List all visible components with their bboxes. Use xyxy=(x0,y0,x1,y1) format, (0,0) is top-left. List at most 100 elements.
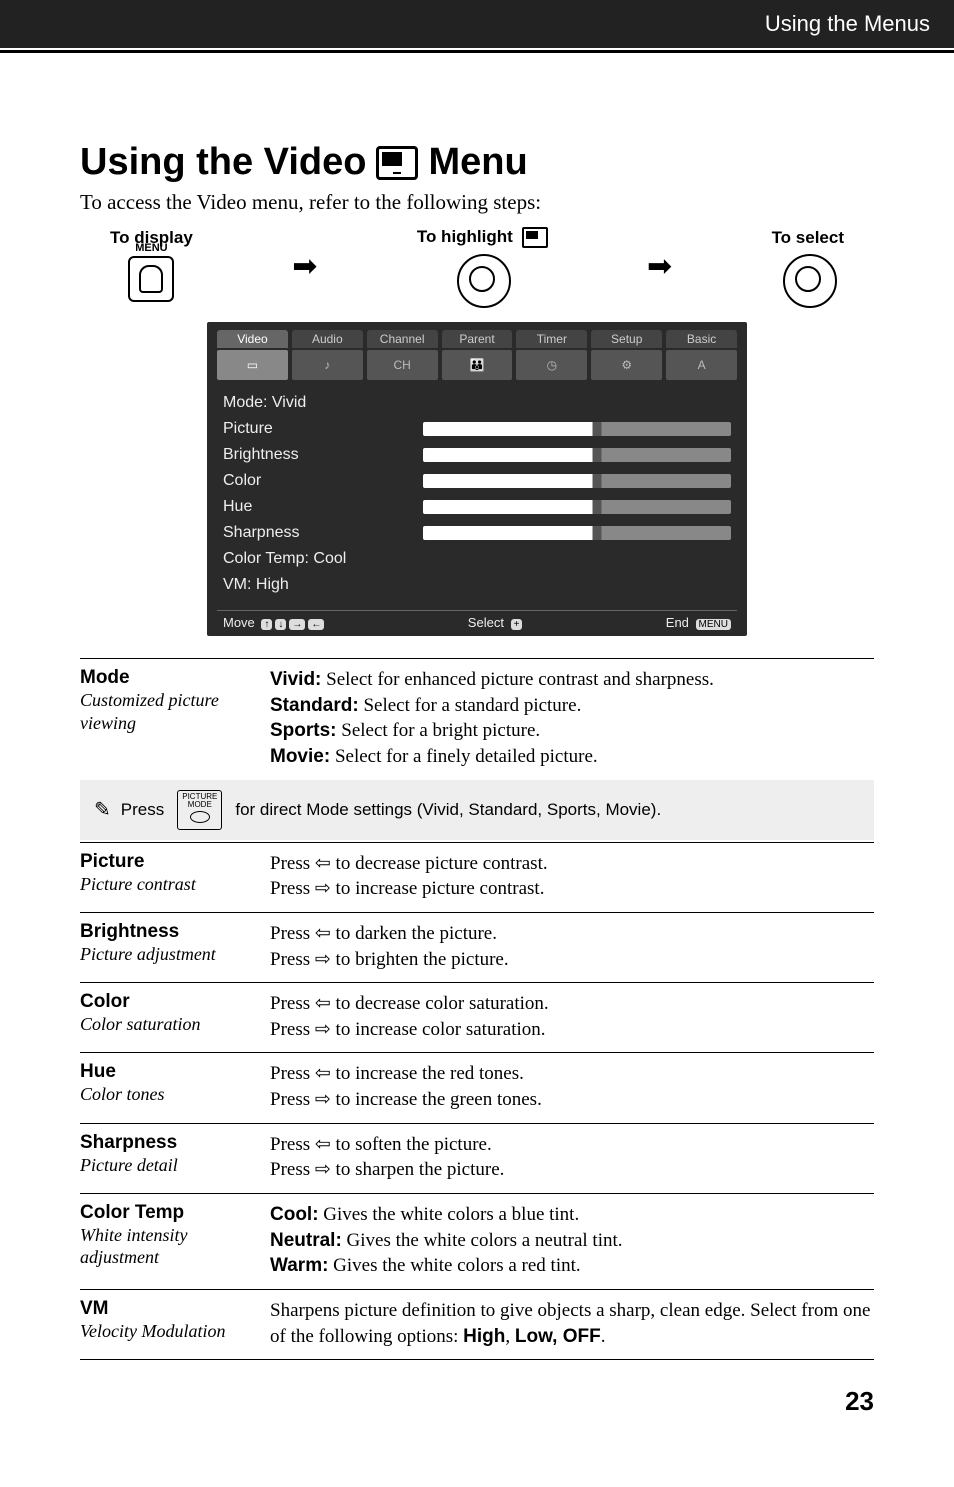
osd-colortemp: Color Temp: Cool xyxy=(223,550,423,568)
section-header: Using the Menus xyxy=(0,0,954,48)
entry-name: Sharpness xyxy=(80,1132,270,1154)
entry-name: Color Temp xyxy=(80,1202,270,1224)
entry-left: ColorColor saturation xyxy=(80,991,270,1042)
osd-slider xyxy=(423,526,731,540)
video-small-icon xyxy=(522,227,548,248)
entry-left: ModeCustomized picture viewing xyxy=(80,667,270,770)
arrow-icon: ➡ xyxy=(292,249,317,284)
entry-left: VMVelocity Modulation xyxy=(80,1298,270,1349)
osd-tab: Parent xyxy=(442,330,513,348)
osd-slider xyxy=(423,422,731,436)
subtitle: To access the Video menu, refer to the f… xyxy=(80,190,874,215)
osd-footer: Move ↑↓→← Select + End MENU xyxy=(217,610,737,632)
entry: PicturePicture contrastPress to decrease… xyxy=(80,842,874,912)
ring-button-icon xyxy=(783,254,833,304)
note-text: for direct Mode settings (Vivid, Standar… xyxy=(235,800,661,820)
osd-tab: Setup xyxy=(591,330,662,348)
ring-button-icon xyxy=(457,254,507,304)
entry-name: Picture xyxy=(80,851,270,873)
section-title: Using the Menus xyxy=(765,11,930,37)
entry-ital: Color saturation xyxy=(80,1013,270,1036)
entry-name: Mode xyxy=(80,667,270,689)
entry-body: Press to decrease picture contrast.Press… xyxy=(270,851,874,902)
osd-foot-end: End xyxy=(666,615,689,630)
arrow-icon: ➡ xyxy=(647,249,672,284)
entry-left: BrightnessPicture adjustment xyxy=(80,921,270,972)
osd-channel-icon: CH xyxy=(367,350,438,380)
video-icon xyxy=(376,146,418,180)
note-prefix: Press xyxy=(121,800,164,820)
osd-slider xyxy=(423,500,731,514)
page-title: Using the Video Menu xyxy=(80,141,874,184)
entry-name: Hue xyxy=(80,1061,270,1083)
menu-button-icon: MENU xyxy=(128,256,174,302)
entry-left: PicturePicture contrast xyxy=(80,851,270,902)
step-highlight-label: To highlight xyxy=(417,227,548,248)
entries-top: ModeCustomized picture viewingVivid: Sel… xyxy=(80,658,874,1360)
entry-left: Color TempWhite intensity adjustment xyxy=(80,1202,270,1279)
page-number: 23 xyxy=(80,1386,874,1417)
osd-foot-end-pill: MENU xyxy=(696,619,731,630)
entry: Color TempWhite intensity adjustmentCool… xyxy=(80,1193,874,1289)
bottom-rule xyxy=(80,1359,874,1360)
entry-ital: Velocity Modulation xyxy=(80,1320,270,1343)
osd-mode: Mode: Vivid xyxy=(223,394,423,412)
osd-color: Color xyxy=(223,472,423,490)
osd-tab: Basic xyxy=(666,330,737,348)
osd-basic-icon: A xyxy=(666,350,737,380)
entry: HueColor tonesPress to increase the red … xyxy=(80,1052,874,1122)
osd-timer-icon: ◷ xyxy=(516,350,587,380)
entry-name: Color xyxy=(80,991,270,1013)
osd-foot-move: Move xyxy=(223,615,255,630)
osd-foot-select: Select xyxy=(468,615,504,630)
entry-name: VM xyxy=(80,1298,270,1320)
entry-ital: Customized picture viewing xyxy=(80,689,270,734)
step-select-label: To select xyxy=(772,228,844,248)
entry-ital: Color tones xyxy=(80,1083,270,1106)
entry-ital: Picture detail xyxy=(80,1154,270,1177)
entry-body: Vivid: Select for enhanced picture contr… xyxy=(270,667,874,770)
osd-parent-icon: 👪 xyxy=(442,350,513,380)
osd-tab: Timer xyxy=(516,330,587,348)
osd-brightness: Brightness xyxy=(223,446,423,464)
entry-left: HueColor tones xyxy=(80,1061,270,1112)
entry-body: Press to soften the picture.Press to sha… xyxy=(270,1132,874,1183)
title-before: Using the Video xyxy=(80,141,366,184)
osd-video-icon: ▭ xyxy=(217,350,288,380)
entry: ModeCustomized picture viewingVivid: Sel… xyxy=(80,658,874,780)
entry-body: Cool: Gives the white colors a blue tint… xyxy=(270,1202,874,1279)
entry-name: Brightness xyxy=(80,921,270,943)
entry-body: Press to decrease color saturation.Press… xyxy=(270,991,874,1042)
osd-slider xyxy=(423,474,731,488)
osd-slider xyxy=(423,448,731,462)
osd-hue: Hue xyxy=(223,498,423,516)
steps-row: To display MENU ➡ To highlight ➡ xyxy=(80,227,874,306)
osd-tab: Channel xyxy=(367,330,438,348)
picture-mode-keycap: PICTUREMODE xyxy=(177,790,222,830)
entry-body: Sharpens picture definition to give obje… xyxy=(270,1298,874,1349)
entry: ColorColor saturationPress to decrease c… xyxy=(80,982,874,1052)
entry-left: SharpnessPicture detail xyxy=(80,1132,270,1183)
entry-body: Press to increase the red tones.Press to… xyxy=(270,1061,874,1112)
note-bar: ✎PressPICTUREMODEfor direct Mode setting… xyxy=(80,780,874,840)
osd-tab-icons: ▭ ♪ CH 👪 ◷ ⚙ A xyxy=(217,350,737,380)
entry: BrightnessPicture adjustmentPress to dar… xyxy=(80,912,874,982)
osd-body: Mode: Vivid Picture Brightness Color Hue… xyxy=(217,388,737,604)
osd-tabs: Video Audio Channel Parent Timer Setup B… xyxy=(217,330,737,348)
step-highlight: To highlight xyxy=(417,227,548,306)
entry: VMVelocity ModulationSharpens picture de… xyxy=(80,1289,874,1359)
entry: SharpnessPicture detailPress to soften t… xyxy=(80,1123,874,1193)
osd-tab: Audio xyxy=(292,330,363,348)
entry-ital: Picture adjustment xyxy=(80,943,270,966)
osd-setup-icon: ⚙ xyxy=(591,350,662,380)
osd-vm: VM: High xyxy=(223,576,423,594)
finger-press-icon xyxy=(139,265,163,293)
entry-body: Press to darken the picture.Press to bri… xyxy=(270,921,874,972)
entry-ital: Picture contrast xyxy=(80,873,270,896)
osd-audio-icon: ♪ xyxy=(292,350,363,380)
menu-button-label: MENU xyxy=(135,242,167,254)
title-after: Menu xyxy=(428,141,527,184)
osd-tab: Video xyxy=(217,330,288,348)
osd-picture: Picture xyxy=(223,420,423,438)
osd-sharpness: Sharpness xyxy=(223,524,423,542)
